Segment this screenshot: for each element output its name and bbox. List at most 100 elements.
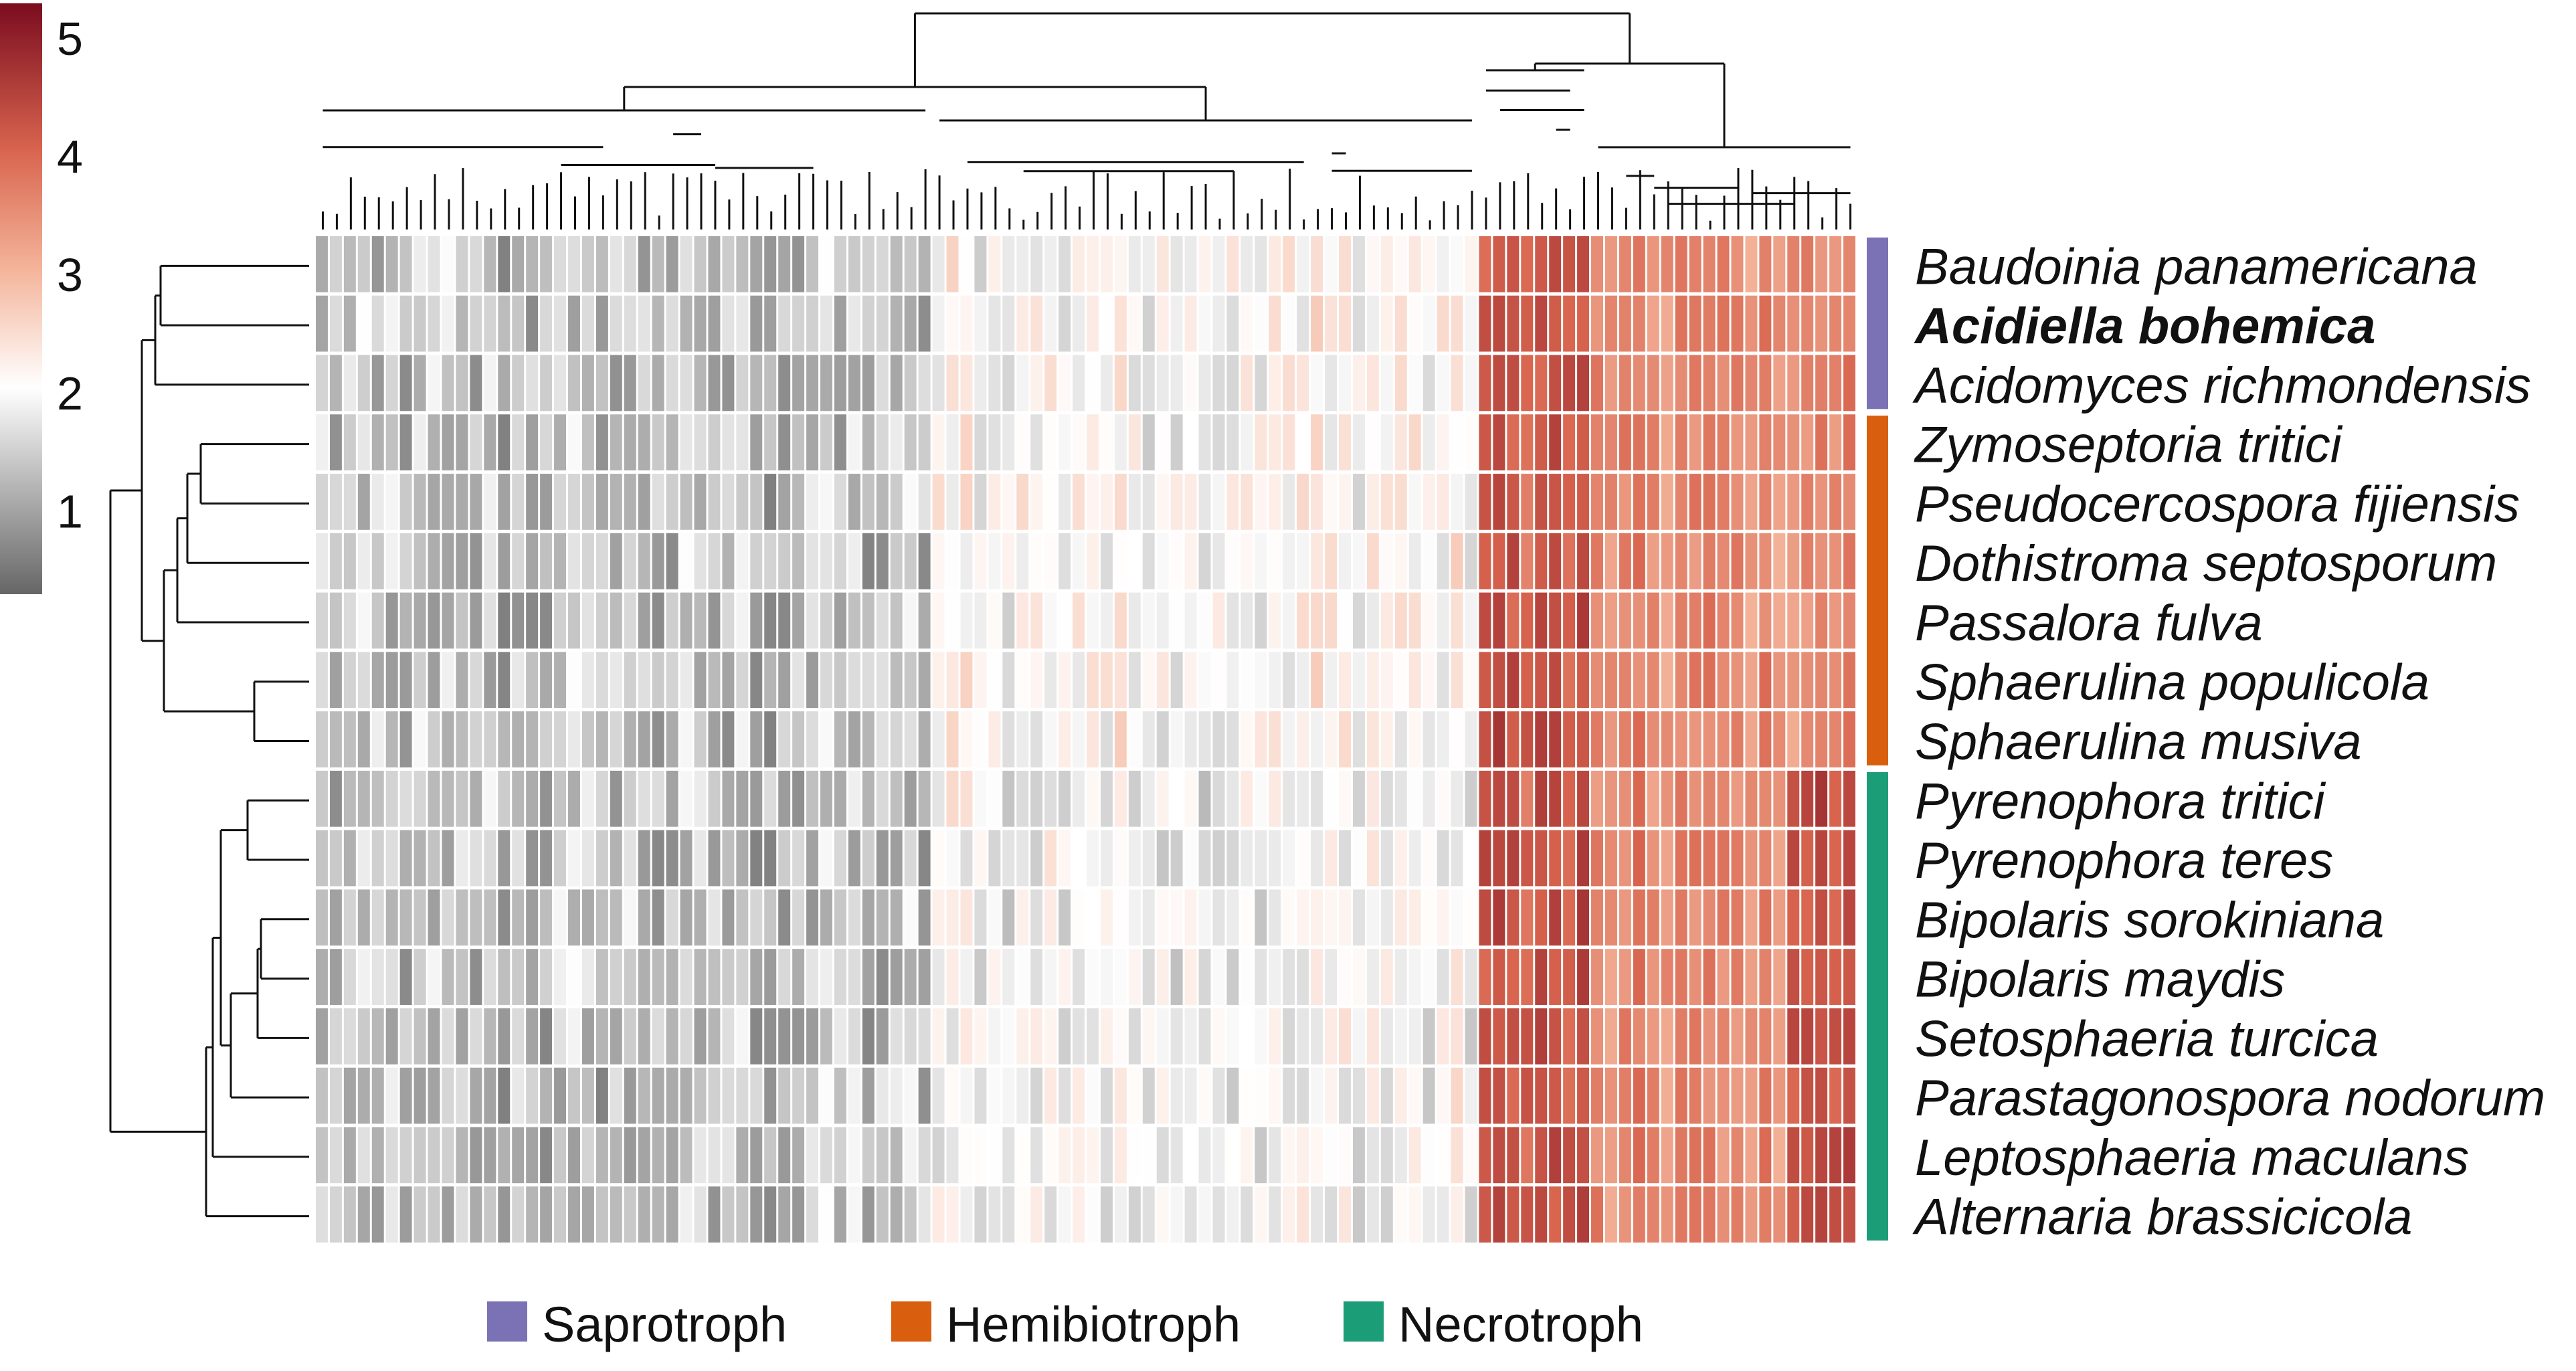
heatmap-cell: [904, 592, 917, 649]
heatmap-cell: [708, 355, 721, 412]
heatmap-cell: [1493, 1008, 1505, 1065]
heatmap-cell: [1507, 652, 1520, 709]
heatmap-cell: [666, 414, 678, 471]
heatmap-cell: [694, 533, 707, 589]
heatmap-cell: [512, 533, 525, 589]
heatmap-cell: [1184, 533, 1197, 589]
heatmap-cell: [1059, 1186, 1071, 1243]
heatmap-cell: [581, 474, 594, 530]
heatmap-cell: [1451, 652, 1463, 709]
heatmap-cell: [1002, 1067, 1015, 1124]
heatmap-cell: [1535, 295, 1548, 352]
heatmap-cell: [1114, 1008, 1127, 1065]
heatmap-cell: [1100, 1008, 1113, 1065]
heatmap-cell: [526, 1008, 539, 1065]
heatmap-cell: [1703, 889, 1716, 946]
heatmap-cell: [1311, 1127, 1323, 1184]
heatmap-cell: [456, 1186, 468, 1243]
heatmap-cell: [904, 1067, 917, 1124]
heatmap-cell: [946, 652, 959, 709]
heatmap-cell: [638, 949, 650, 1005]
heatmap-cell: [1801, 592, 1814, 649]
heatmap-cell: [778, 236, 791, 292]
row-label: Bipolaris maydis: [1915, 951, 2285, 1008]
heatmap-cell: [918, 1186, 931, 1243]
heatmap-cell: [554, 295, 567, 352]
heatmap-cell: [862, 592, 875, 649]
heatmap-cell: [512, 295, 525, 352]
heatmap-cell: [1170, 355, 1183, 412]
heatmap-cell: [1787, 592, 1800, 649]
heatmap-cell: [1408, 533, 1421, 589]
heatmap-cell: [1815, 1008, 1828, 1065]
heatmap-cell: [1002, 414, 1015, 471]
heatmap-cell: [484, 295, 496, 352]
heatmap-cell: [1059, 414, 1071, 471]
heatmap-cell: [1731, 1186, 1744, 1243]
row-label: Pyrenophora tritici: [1915, 773, 2326, 830]
heatmap-cell: [1170, 889, 1183, 946]
heatmap-cell: [1843, 295, 1855, 352]
heatmap-cell: [540, 474, 553, 530]
heatmap-cell: [1269, 1067, 1281, 1124]
heatmap-cell: [750, 889, 763, 946]
heatmap-cell: [540, 1067, 553, 1124]
heatmap-cell: [932, 830, 945, 887]
heatmap-cell: [1493, 949, 1505, 1005]
heatmap-cell: [764, 1008, 777, 1065]
heatmap-cell: [1493, 533, 1505, 589]
heatmap-cell: [1352, 355, 1365, 412]
heatmap-cell: [876, 355, 889, 412]
heatmap-cell: [1311, 592, 1323, 649]
heatmap-cell: [932, 236, 945, 292]
heatmap-cell: [736, 652, 749, 709]
heatmap-cell: [1647, 355, 1659, 412]
heatmap-cell: [764, 889, 777, 946]
heatmap-cell: [484, 1186, 496, 1243]
heatmap-cell: [708, 1186, 721, 1243]
heatmap-cell: [1661, 711, 1673, 767]
heatmap-cell: [638, 414, 650, 471]
heatmap-cell: [890, 295, 903, 352]
heatmap-cell: [1269, 295, 1281, 352]
heatmap-cell: [595, 295, 608, 352]
heatmap-cell: [778, 889, 791, 946]
heatmap-cell: [666, 770, 678, 827]
heatmap-cell: [1661, 1127, 1673, 1184]
heatmap-cell: [595, 474, 608, 530]
heatmap-cell: [1843, 236, 1855, 292]
heatmap-cell: [568, 1186, 580, 1243]
heatmap-cell: [343, 830, 356, 887]
heatmap-cell: [1170, 711, 1183, 767]
heatmap-cell: [1255, 1067, 1267, 1124]
row-label: Passalora fulva: [1915, 595, 2263, 652]
heatmap-cell: [1563, 592, 1576, 649]
heatmap-cell: [946, 592, 959, 649]
heatmap-cell: [329, 1186, 342, 1243]
heatmap-cell: [638, 295, 650, 352]
heatmap-cell: [1073, 770, 1085, 827]
heatmap-cell: [1661, 1186, 1673, 1243]
heatmap-cell: [1577, 1067, 1590, 1124]
heatmap-cell: [1717, 949, 1730, 1005]
heatmap-cell: [778, 1186, 791, 1243]
heatmap-cell: [1535, 830, 1548, 887]
heatmap-cell: [974, 236, 987, 292]
heatmap-cell: [1437, 295, 1449, 352]
row-label: Bipolaris sorokiniana: [1915, 892, 2384, 949]
heatmap-cell: [1843, 414, 1855, 471]
heatmap-cell: [1493, 414, 1505, 471]
heatmap-cell: [820, 1008, 832, 1065]
heatmap-cell: [1451, 414, 1463, 471]
heatmap-cell: [1801, 652, 1814, 709]
heatmap-cell: [1675, 474, 1687, 530]
heatmap-cell: [1184, 1186, 1197, 1243]
heatmap-cell: [1422, 949, 1435, 1005]
heatmap-cell: [932, 949, 945, 1005]
heatmap-cell: [764, 533, 777, 589]
heatmap-cell: [1352, 474, 1365, 530]
heatmap-cell: [1087, 355, 1099, 412]
heatmap-cell: [1100, 592, 1113, 649]
heatmap-cell: [1255, 1008, 1267, 1065]
heatmap-cell: [1142, 770, 1155, 827]
